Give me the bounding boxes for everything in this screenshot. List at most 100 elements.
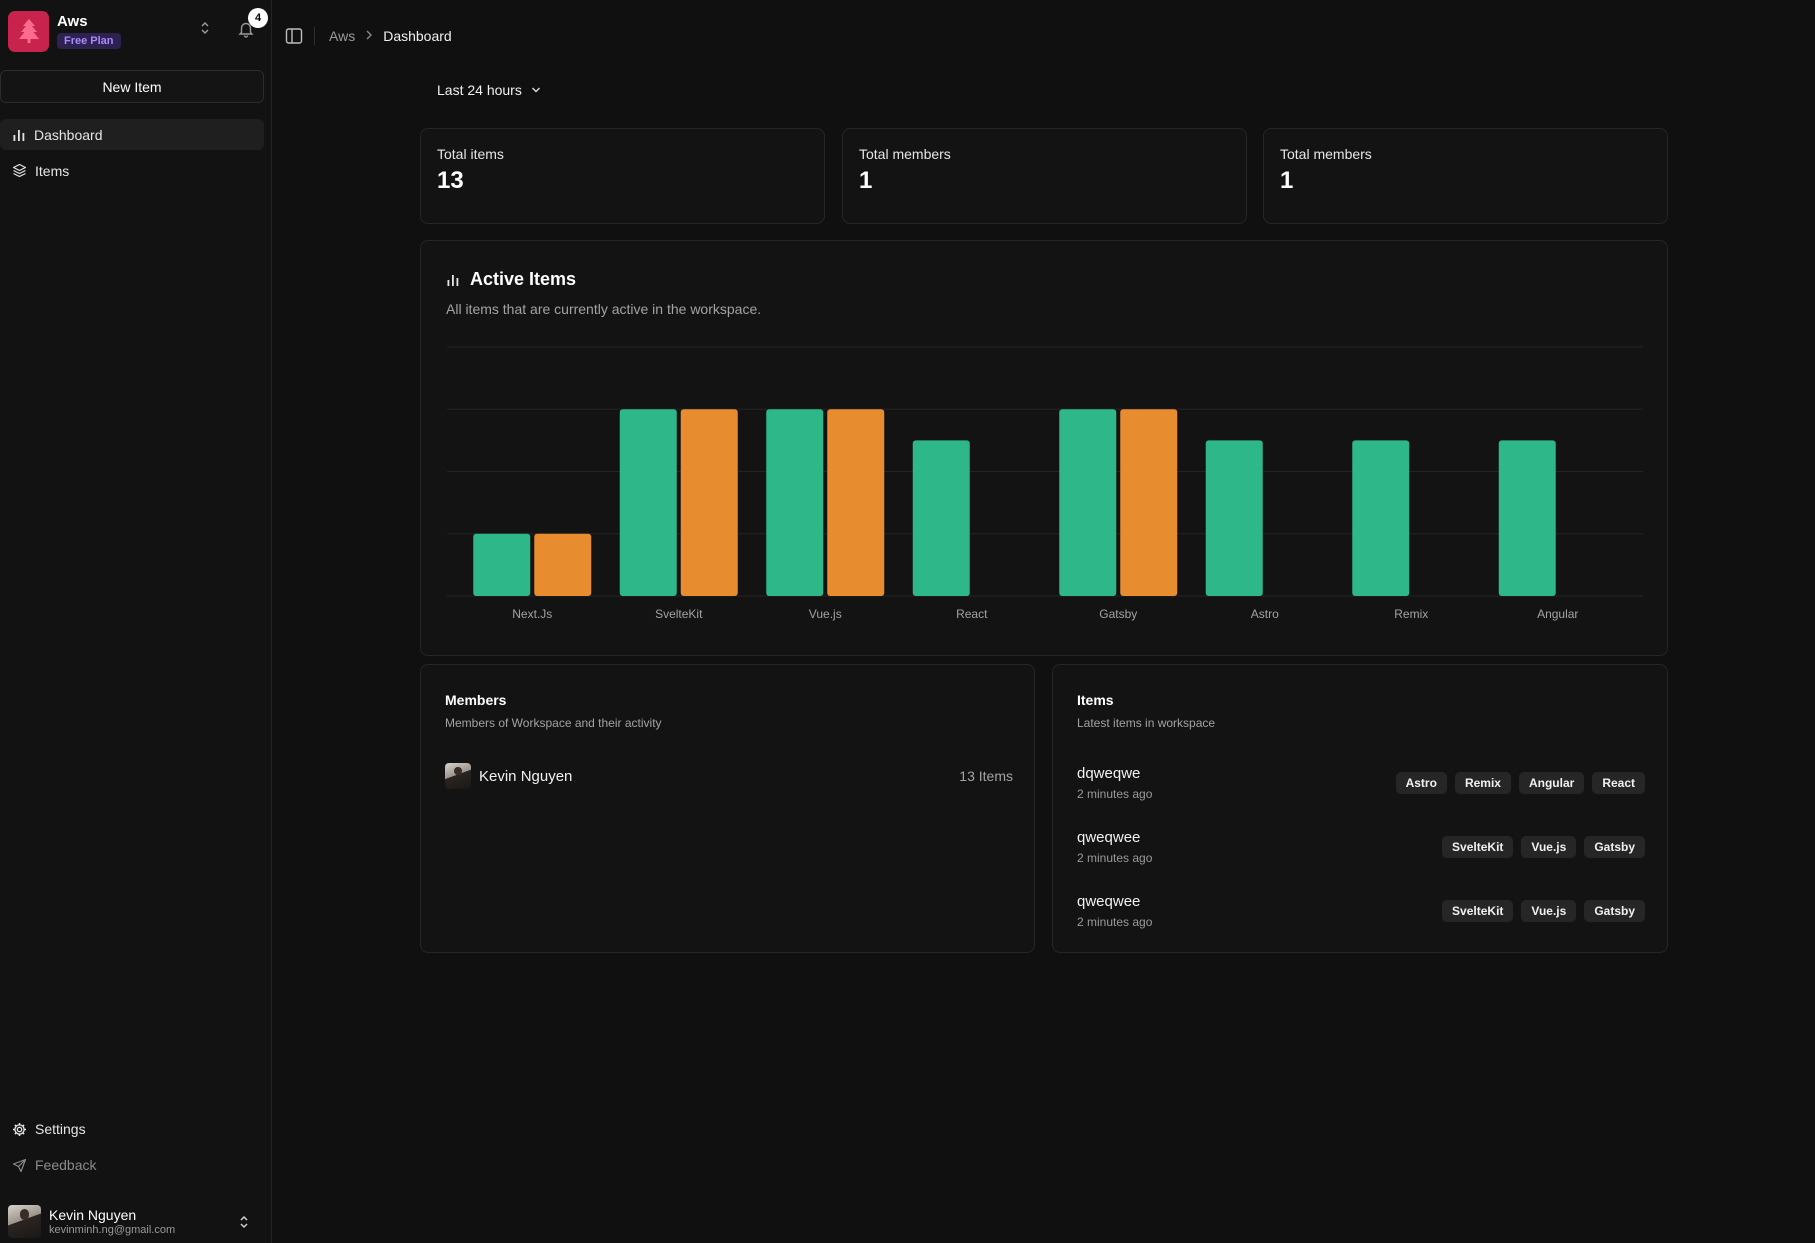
chart-bar-remix-series-1[interactable] xyxy=(1352,440,1410,596)
breadcrumb: Aws Dashboard xyxy=(329,28,452,44)
member-row[interactable]: Kevin Nguyen 13 Items xyxy=(445,763,1013,789)
chart-bar-sveltekit-series-2[interactable] xyxy=(680,409,738,596)
sidebar-item-feedback[interactable]: Feedback xyxy=(0,1150,264,1180)
bell-icon[interactable] xyxy=(237,20,255,38)
items-card: Items Latest items in workspace dqweqwe … xyxy=(1052,664,1668,953)
sidebar: Aws Free Plan 4 New Item Dashboard Items xyxy=(0,0,272,1243)
chart-bar-astro-series-1[interactable] xyxy=(1205,440,1263,596)
tag: SvelteKit xyxy=(1442,900,1514,922)
workspace-name: Aws xyxy=(57,13,88,30)
x-tick-label: Next.Js xyxy=(512,607,552,621)
time-range-value: Last 24 hours xyxy=(437,82,522,98)
x-tick-label: React xyxy=(956,607,988,621)
user-name: Kevin Nguyen xyxy=(49,1206,137,1223)
topbar: Aws Dashboard xyxy=(284,24,452,48)
item-time: 2 minutes ago xyxy=(1077,851,1153,865)
bar-chart-icon xyxy=(447,274,459,286)
chart-bar-gatsby-series-1[interactable] xyxy=(1059,409,1117,596)
x-tick-label: Astro xyxy=(1251,607,1279,621)
stat-card-total-items: Total items 13 xyxy=(420,128,825,224)
avatar xyxy=(8,1204,41,1238)
breadcrumb-root[interactable]: Aws xyxy=(329,28,356,44)
chart-bar-next-js-series-1[interactable] xyxy=(473,533,531,596)
avatar xyxy=(445,763,471,789)
item-tags: SvelteKit Vue.js Gatsby xyxy=(1442,836,1645,858)
chevrons-up-down-icon[interactable] xyxy=(199,20,211,39)
bar-chart: Next.Js SvelteKit Vue.js React Gatsby Astro Re… xyxy=(447,346,1643,621)
breadcrumb-current: Dashboard xyxy=(383,28,452,44)
tag: Angular xyxy=(1518,772,1585,794)
chevron-down-icon xyxy=(531,87,540,93)
chart-bar-next-js-series-2[interactable] xyxy=(534,533,592,596)
feedback-label: Feedback xyxy=(35,1157,97,1173)
x-tick-label: Gatsby xyxy=(1099,607,1137,621)
divider xyxy=(314,27,315,45)
tag: Gatsby xyxy=(1584,836,1645,858)
chart-bar-vue-js-series-1[interactable] xyxy=(766,409,824,596)
active-items-chart-card: Active Items All items that are currentl… xyxy=(420,240,1668,656)
tag: Vue.js xyxy=(1521,900,1577,922)
sidebar-item-settings[interactable]: Settings xyxy=(0,1114,264,1144)
gear-icon xyxy=(13,1122,26,1136)
item-tags: Astro Remix Angular React xyxy=(1395,772,1645,794)
members-subtitle: Members of Workspace and their activity xyxy=(445,716,662,730)
chart-bar-sveltekit-series-1[interactable] xyxy=(619,409,677,596)
sidebar-item-label: Items xyxy=(35,162,70,179)
item-tags: SvelteKit Vue.js Gatsby xyxy=(1442,900,1645,922)
item-time: 2 minutes ago xyxy=(1077,915,1153,929)
tag: Gatsby xyxy=(1584,900,1645,922)
sidebar-toggle-icon[interactable] xyxy=(284,26,304,46)
stat-label: Total members xyxy=(1280,146,1372,162)
chart-bar-angular-series-1[interactable] xyxy=(1498,440,1556,596)
new-item-button[interactable]: New Item xyxy=(0,70,264,103)
bar-chart-icon xyxy=(13,129,25,141)
chart-title-text: Active Items xyxy=(470,269,577,289)
stat-value: 1 xyxy=(1280,167,1294,194)
user-email: kevinminh.ng@gmail.com xyxy=(49,1223,176,1236)
stat-card-total-members: Total members 1 xyxy=(1263,128,1668,224)
tag: SvelteKit xyxy=(1442,836,1514,858)
tag: Astro xyxy=(1395,772,1447,794)
list-item[interactable]: qweqwee 2 minutes ago SvelteKit Vue.js G… xyxy=(1077,829,1645,869)
x-tick-label: Vue.js xyxy=(809,607,842,621)
items-title: Items xyxy=(1077,692,1114,708)
stat-label: Total members xyxy=(859,146,951,162)
x-tick-label: Angular xyxy=(1537,607,1578,621)
layers-icon xyxy=(12,163,27,178)
chart-bar-gatsby-series-2[interactable] xyxy=(1120,409,1178,596)
list-item[interactable]: qweqwee 2 minutes ago SvelteKit Vue.js G… xyxy=(1077,893,1645,933)
user-menu[interactable]: Kevin Nguyen kevinminh.ng@gmail.com xyxy=(8,1204,264,1238)
x-tick-label: SvelteKit xyxy=(655,607,703,621)
items-subtitle: Latest items in workspace xyxy=(1077,716,1216,730)
stat-value: 13 xyxy=(437,167,464,194)
settings-label: Settings xyxy=(35,1121,86,1137)
tag: React xyxy=(1592,772,1645,794)
workspace-logo xyxy=(8,10,49,52)
chart-bar-vue-js-series-2[interactable] xyxy=(827,409,885,596)
chart-subtitle: All items that are currently active in t… xyxy=(446,301,762,317)
sidebar-item-dashboard[interactable]: Dashboard xyxy=(0,119,264,150)
chart-title: Active Items xyxy=(446,269,576,290)
chevron-right-icon xyxy=(365,29,373,43)
x-tick-label: Remix xyxy=(1394,607,1428,621)
item-name: dqweqwe xyxy=(1077,765,1141,782)
tag: Remix xyxy=(1454,772,1511,794)
stat-value: 1 xyxy=(859,167,873,194)
tree-icon xyxy=(18,19,39,43)
workspace-switcher[interactable]: Aws Free Plan xyxy=(8,10,264,52)
main-content: Aws Dashboard Last 24 hours Total items … xyxy=(272,0,1815,1243)
item-time: 2 minutes ago xyxy=(1077,787,1153,801)
chart-bar-react-series-1[interactable] xyxy=(912,440,970,596)
stat-label: Total items xyxy=(437,146,504,162)
tag: Vue.js xyxy=(1521,836,1577,858)
sidebar-item-items[interactable]: Items xyxy=(0,155,264,186)
list-item[interactable]: dqweqwe 2 minutes ago Astro Remix Angula… xyxy=(1077,765,1645,805)
notification-count-badge: 4 xyxy=(248,8,268,28)
plan-badge: Free Plan xyxy=(57,33,121,49)
members-card: Members Members of Workspace and their a… xyxy=(420,664,1035,953)
members-title: Members xyxy=(445,692,507,708)
sidebar-item-label: Dashboard xyxy=(34,126,103,143)
time-range-select[interactable]: Last 24 hours xyxy=(437,82,541,98)
stat-card-total-members: Total members 1 xyxy=(842,128,1247,224)
chevrons-up-down-icon[interactable] xyxy=(238,1214,250,1233)
